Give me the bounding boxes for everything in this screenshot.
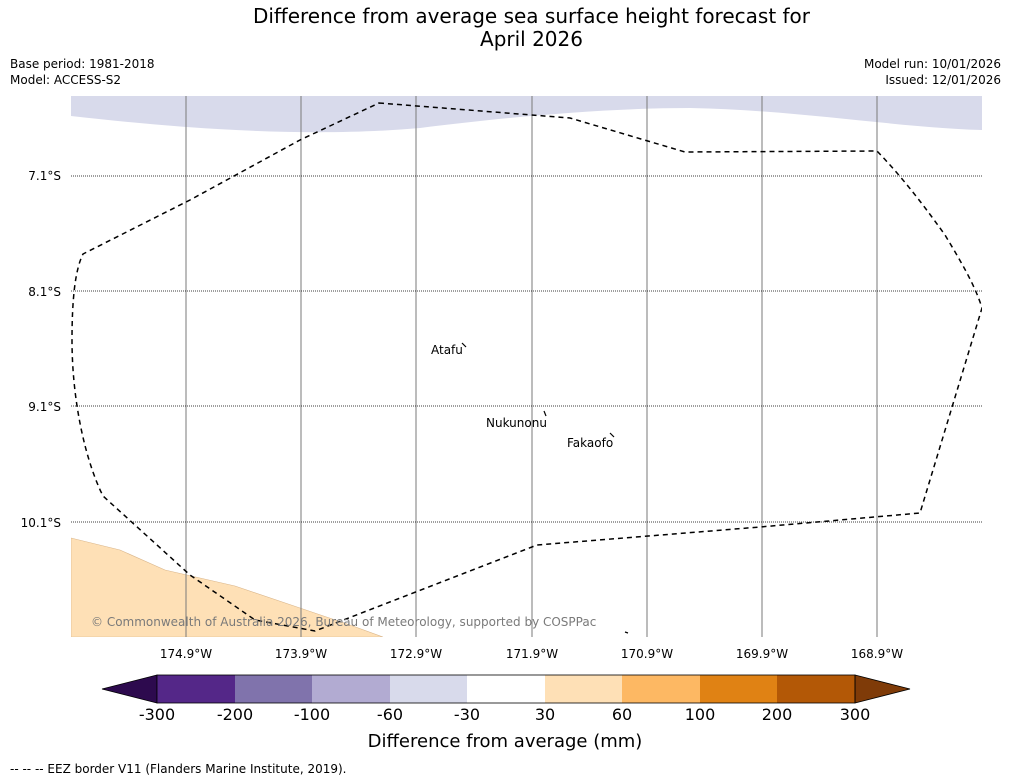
- colorbar-segment: [700, 675, 777, 703]
- colorbar-ticks: -300 -200 -100 -60 -30 30 60 100 200 300: [139, 705, 870, 724]
- latitude-labels: 7.1°S 8.1°S 9.1°S 10.1°S: [21, 169, 61, 530]
- lon-label: 168.9°W: [851, 647, 903, 661]
- lon-label: 173.9°W: [275, 647, 327, 661]
- anomaly-band-high: [71, 537, 384, 637]
- lat-label: 8.1°S: [28, 285, 61, 299]
- colorbar-segment: [622, 675, 700, 703]
- lon-label: 174.9°W: [160, 647, 212, 661]
- title-line-1: Difference from average sea surface heig…: [252, 4, 811, 28]
- colorbar-segment: [777, 675, 855, 703]
- map-area: Atafu Nukunonu Fakaofo © Commonwealth of…: [71, 96, 982, 637]
- islands: [461, 342, 629, 634]
- meta-right: Model run: 10/01/2026 Issued: 12/01/2026: [864, 56, 1001, 88]
- nukunonu-island: [543, 410, 547, 417]
- colorbar-segment: [235, 675, 312, 703]
- atafu-island: [461, 342, 467, 348]
- colorbar-segment: [312, 675, 390, 703]
- longitude-labels: 174.9°W 173.9°W 172.9°W 171.9°W 170.9°W …: [160, 647, 903, 661]
- place-fakaofo: Fakaofo: [567, 436, 613, 450]
- colorbar-outline: [156, 674, 856, 704]
- lat-label: 7.1°S: [28, 169, 61, 183]
- colorbar-segment: [390, 675, 467, 703]
- lon-label: 172.9°W: [390, 647, 442, 661]
- colorbar-tick: 100: [685, 705, 716, 724]
- title-line-2: April 2026: [480, 27, 583, 51]
- lon-label: 171.9°W: [506, 647, 558, 661]
- place-atafu: Atafu: [431, 343, 463, 357]
- lon-label: 170.9°W: [621, 647, 673, 661]
- model-name: Model: ACCESS-S2: [10, 73, 122, 87]
- fakaofo-island: [609, 432, 615, 438]
- colorbar-tick: -200: [217, 705, 253, 724]
- colorbar-tick: 30: [535, 705, 555, 724]
- colorbar-tick: -60: [377, 705, 403, 724]
- copyright-notice: © Commonwealth of Australia 2026, Bureau…: [91, 615, 596, 629]
- eez-border: [71, 102, 982, 632]
- lon-label: 169.9°W: [736, 647, 788, 661]
- colorbar-segment: [157, 675, 235, 703]
- colorbar-tick: 300: [840, 705, 871, 724]
- map-title: Difference from average sea surface heig…: [0, 5, 1011, 51]
- lat-label: 9.1°S: [28, 400, 61, 414]
- meta-left: Base period: 1981-2018 Model: ACCESS-S2: [10, 56, 155, 88]
- colorbar-tick: -300: [139, 705, 175, 724]
- longitude-gridlines: [185, 96, 878, 637]
- model-run: Model run: 10/01/2026: [863, 57, 1001, 71]
- colorbar-segment: [467, 675, 545, 703]
- colorbar-tick: 200: [762, 705, 793, 724]
- base-period: Base period: 1981-2018: [10, 57, 155, 71]
- colorbar-tick: -100: [294, 705, 330, 724]
- swains-island: [624, 631, 629, 634]
- colorbar-tick: -30: [454, 705, 480, 724]
- colorbar-low-extension: [101, 674, 158, 704]
- issued-date: Issued: 12/01/2026: [885, 73, 1001, 87]
- colorbar-segment: [545, 675, 622, 703]
- colorbar-high-extension: [854, 674, 911, 704]
- place-nukunonu: Nukunonu: [486, 416, 547, 430]
- colorbar-tick: 60: [612, 705, 632, 724]
- latitude-gridlines: [71, 175, 982, 523]
- lat-label: 10.1°S: [21, 516, 61, 530]
- legend-footer: -- -- -- EEZ border V11 (Flanders Marine…: [10, 762, 347, 776]
- colorbar: -300 -200 -100 -60 -30 30 60 100 200 300…: [101, 674, 911, 752]
- colorbar-title: Difference from average (mm): [368, 731, 643, 752]
